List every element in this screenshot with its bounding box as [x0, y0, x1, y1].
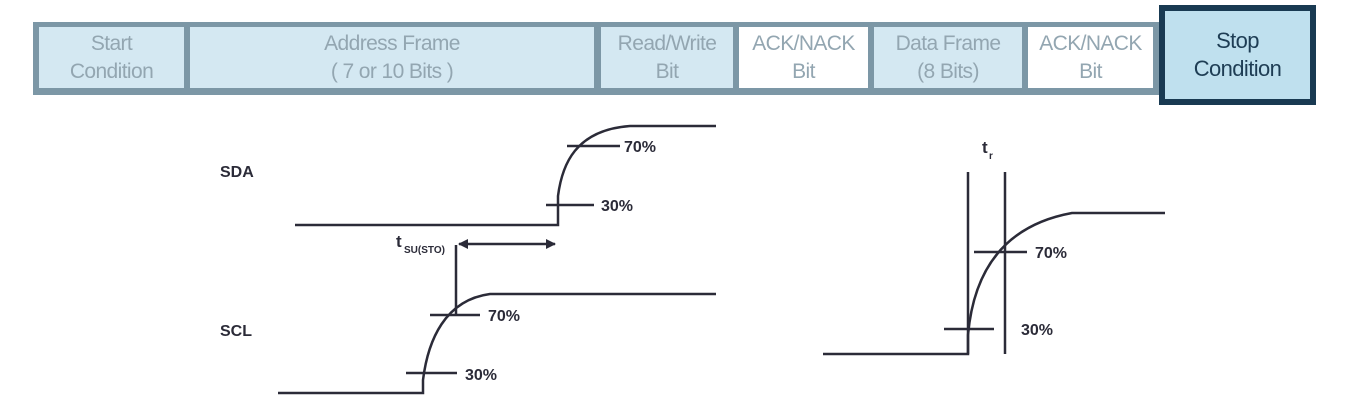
ack-nack-1-line1: ACK/NACK [752, 31, 855, 55]
tr-sub-label: r [989, 151, 993, 162]
stop-condition-line2: Condition [1193, 56, 1282, 81]
read-write-bit-cell: Read/Write Bit [601, 27, 733, 88]
stop-condition-inner: Stop Condition [1165, 11, 1310, 99]
scl-70-label: 70% [488, 308, 520, 325]
rise-time-labels: t r 70% 30% [982, 138, 1067, 339]
scl-label: SCL [220, 323, 252, 340]
tr-main-label: t [982, 138, 988, 157]
tsu-main-label: t [396, 232, 402, 251]
scl-30-label: 30% [465, 367, 497, 384]
rise-30-label: 30% [1021, 322, 1053, 339]
read-write-line1: Read/Write [617, 31, 717, 55]
tsu-sub-label: SU(STO) [404, 245, 445, 256]
rise-waveform [823, 211, 1165, 356]
scl-waveform [278, 292, 716, 395]
rise-time-diagram [823, 172, 1165, 356]
ack-nack-2-line2: Bit [1079, 59, 1102, 83]
data-frame-line1: Data Frame [895, 31, 1001, 55]
start-condition-line2: Condition [69, 59, 154, 83]
ack-nack-1-line2: Bit [792, 59, 815, 83]
stop-condition-line1: Stop [1216, 28, 1259, 53]
start-condition-line1: Start [90, 31, 133, 55]
stop-setup-diagram [278, 124, 716, 395]
stop-condition-cell: Stop Condition [1159, 5, 1316, 105]
ack-nack-bit-cell-1: ACK/NACK Bit [739, 27, 868, 88]
i2c-frame-bar: Start Condition Address Frame ( 7 or 10 … [33, 22, 1161, 95]
ack-nack-2-line1: ACK/NACK [1039, 31, 1142, 55]
address-frame-cell: Address Frame ( 7 or 10 Bits ) [190, 27, 594, 88]
address-frame-line2: ( 7 or 10 Bits ) [330, 59, 454, 83]
start-condition-cell: Start Condition [39, 27, 184, 88]
sda-waveform [295, 124, 716, 227]
sda-30-label: 30% [601, 198, 633, 215]
data-frame-cell: Data Frame (8 Bits) [874, 27, 1022, 88]
rise-70-label: 70% [1035, 245, 1067, 262]
stop-setup-labels: SDA SCL 70% 30% 70% 30% t SU(STO) [220, 139, 656, 384]
address-frame-line1: Address Frame [324, 31, 460, 55]
sda-70-label: 70% [624, 139, 656, 156]
sda-label: SDA [220, 164, 254, 181]
ack-nack-bit-cell-2: ACK/NACK Bit [1028, 27, 1153, 88]
read-write-line2: Bit [655, 59, 679, 83]
data-frame-line2: (8 Bits) [917, 59, 979, 83]
